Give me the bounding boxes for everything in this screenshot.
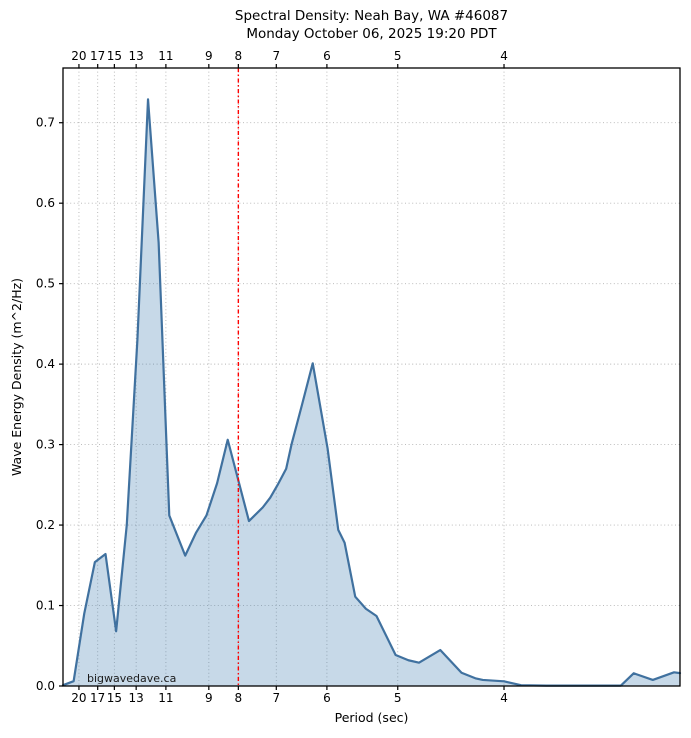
ytick-label-0.7: 0.7: [36, 116, 55, 130]
ytick-label-0.1: 0.1: [36, 599, 55, 613]
ytick-label-0.4: 0.4: [36, 357, 55, 371]
top-tick-label-period-20: 20: [71, 49, 86, 63]
bottom-tick-label-period-11: 11: [158, 691, 173, 705]
top-tick-label-period-7: 7: [272, 49, 280, 63]
top-tick-label-period-11: 11: [158, 49, 173, 63]
bottom-tick-label-period-8: 8: [235, 691, 243, 705]
watermark-text: bigwavedave.ca: [87, 672, 176, 685]
spectral-area-fill: [63, 99, 680, 686]
chart-subtitle: Monday October 06, 2025 19:20 PDT: [246, 26, 497, 42]
top-tick-label-period-5: 5: [394, 49, 402, 63]
top-tick-label-period-8: 8: [235, 49, 243, 63]
top-tick-label-period-17: 17: [90, 49, 105, 63]
ytick-label-0.0: 0.0: [36, 679, 55, 693]
axis-ticks-layer: [59, 64, 505, 690]
top-tick-label-period-15: 15: [107, 49, 122, 63]
x-axis-label: Period (sec): [334, 710, 409, 725]
top-tick-label-period-9: 9: [205, 49, 213, 63]
ytick-label-0.2: 0.2: [36, 518, 55, 532]
bottom-tick-label-period-15: 15: [107, 691, 122, 705]
ytick-label-0.6: 0.6: [36, 196, 55, 210]
bottom-tick-label-period-9: 9: [205, 691, 213, 705]
bottom-tick-label-period-20: 20: [71, 691, 86, 705]
top-tick-label-period-4: 4: [500, 49, 508, 63]
bottom-tick-label-period-6: 6: [323, 691, 331, 705]
spectral-curve: [61, 98, 682, 687]
plot-frame: [62, 67, 681, 687]
top-tick-label-period-13: 13: [129, 49, 144, 63]
bottom-tick-label-period-13: 13: [129, 691, 144, 705]
bottom-tick-label-period-17: 17: [90, 691, 105, 705]
bottom-tick-label-period-4: 4: [500, 691, 508, 705]
y-axis-label: Wave Energy Density (m^2/Hz): [9, 278, 24, 476]
chart-title: Spectral Density: Neah Bay, WA #46087: [234, 8, 509, 24]
top-tick-label-period-6: 6: [323, 49, 331, 63]
series-layer: [61, 98, 682, 687]
bottom-tick-label-period-7: 7: [272, 691, 280, 705]
tick-labels-layer: 0.00.10.20.30.40.50.60.72020171715151313…: [36, 49, 508, 705]
bottom-tick-label-period-5: 5: [394, 691, 402, 705]
ytick-label-0.3: 0.3: [36, 438, 55, 452]
ytick-label-0.5: 0.5: [36, 277, 55, 291]
